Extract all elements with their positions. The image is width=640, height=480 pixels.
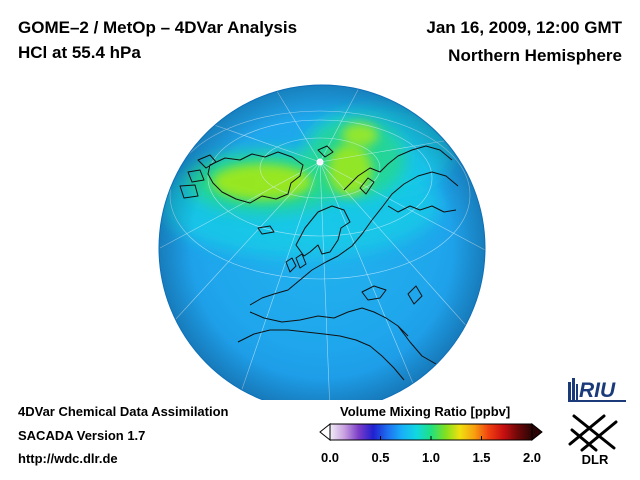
colorbar-tick-label: 0.0 — [320, 450, 340, 465]
colorbar — [319, 422, 543, 442]
colorbar-tick-label: 1.5 — [472, 450, 491, 465]
footer-line-2: SACADA Version 1.7 — [18, 428, 146, 443]
colorbar-title: Volume Mixing Ratio [ppbv] — [340, 404, 511, 419]
colorbar-tick-label: 1.0 — [421, 450, 441, 465]
colorbar-tick-label: 2.0 — [522, 450, 542, 465]
map-region: Northern Hemisphere — [448, 46, 622, 65]
svg-text:DLR: DLR — [582, 452, 609, 467]
map-date: Jan 16, 2009, 12:00 GMT — [426, 18, 622, 37]
globe-map — [158, 84, 486, 400]
colorbar-tick-label: 0.5 — [371, 450, 390, 465]
colorbar-max-arrow — [531, 422, 543, 442]
footer-line-1: 4DVar Chemical Data Assimilation — [18, 404, 229, 419]
footer-url[interactable]: http://wdc.dlr.de — [18, 451, 118, 466]
globe-outline — [158, 84, 486, 400]
svg-text:RIU: RIU — [579, 379, 616, 402]
map-title: GOME–2 / MetOp – 4DVar Analysis — [18, 18, 298, 37]
north-pole-marker — [316, 158, 324, 166]
map-subtitle: HCl at 55.4 hPa — [18, 43, 141, 62]
colorbar-tick-marks — [329, 436, 533, 440]
globe-shading — [159, 85, 485, 400]
dlr-logo: DLR — [568, 414, 618, 467]
riu-logo: RIU — [568, 378, 626, 402]
colorbar-min-arrow — [319, 422, 331, 442]
